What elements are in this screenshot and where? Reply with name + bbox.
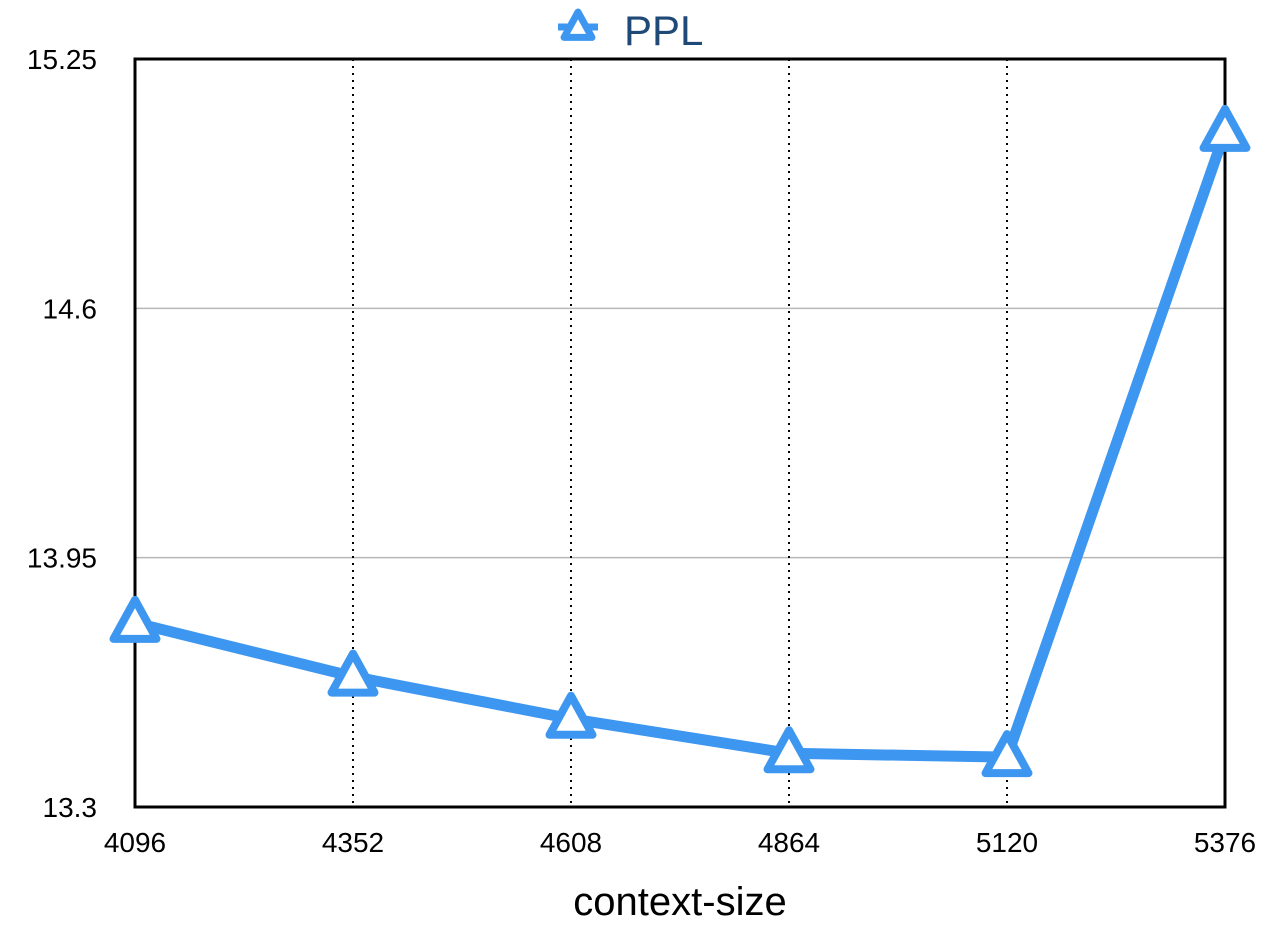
data-point [109,595,161,643]
legend: PPL [558,7,703,54]
x-tick-label: 4864 [758,827,820,858]
x-axis-title: context-size [573,880,786,924]
x-tick-label: 5376 [1194,827,1256,858]
y-tick-label: 13.95 [27,543,97,574]
series-layer [109,104,1251,778]
x-tick-label: 4096 [104,827,166,858]
y-tick-label: 13.3 [43,792,98,823]
legend-triangle [560,8,596,41]
triangle-icon [558,8,598,41]
legend-label-ppl: PPL [624,7,703,54]
y-tick-label: 15.25 [27,44,97,75]
y-axis-ticks: 13.3 13.95 14.6 15.25 [27,44,97,823]
plot-frame [133,57,1227,809]
x-axis-ticks: 4096 4352 4608 4864 5120 5376 [104,827,1256,858]
x-tick-label: 5120 [976,827,1038,858]
x-tick-label: 4352 [322,827,384,858]
data-point [763,726,815,774]
data-point [545,691,597,739]
data-point [981,730,1033,778]
data-point [1199,104,1251,152]
x-tick-label: 4608 [540,827,602,858]
data-point [327,649,379,697]
series-line-ppl [129,126,1231,763]
y-tick-label: 14.6 [43,293,98,324]
grid-layer [135,59,1225,807]
